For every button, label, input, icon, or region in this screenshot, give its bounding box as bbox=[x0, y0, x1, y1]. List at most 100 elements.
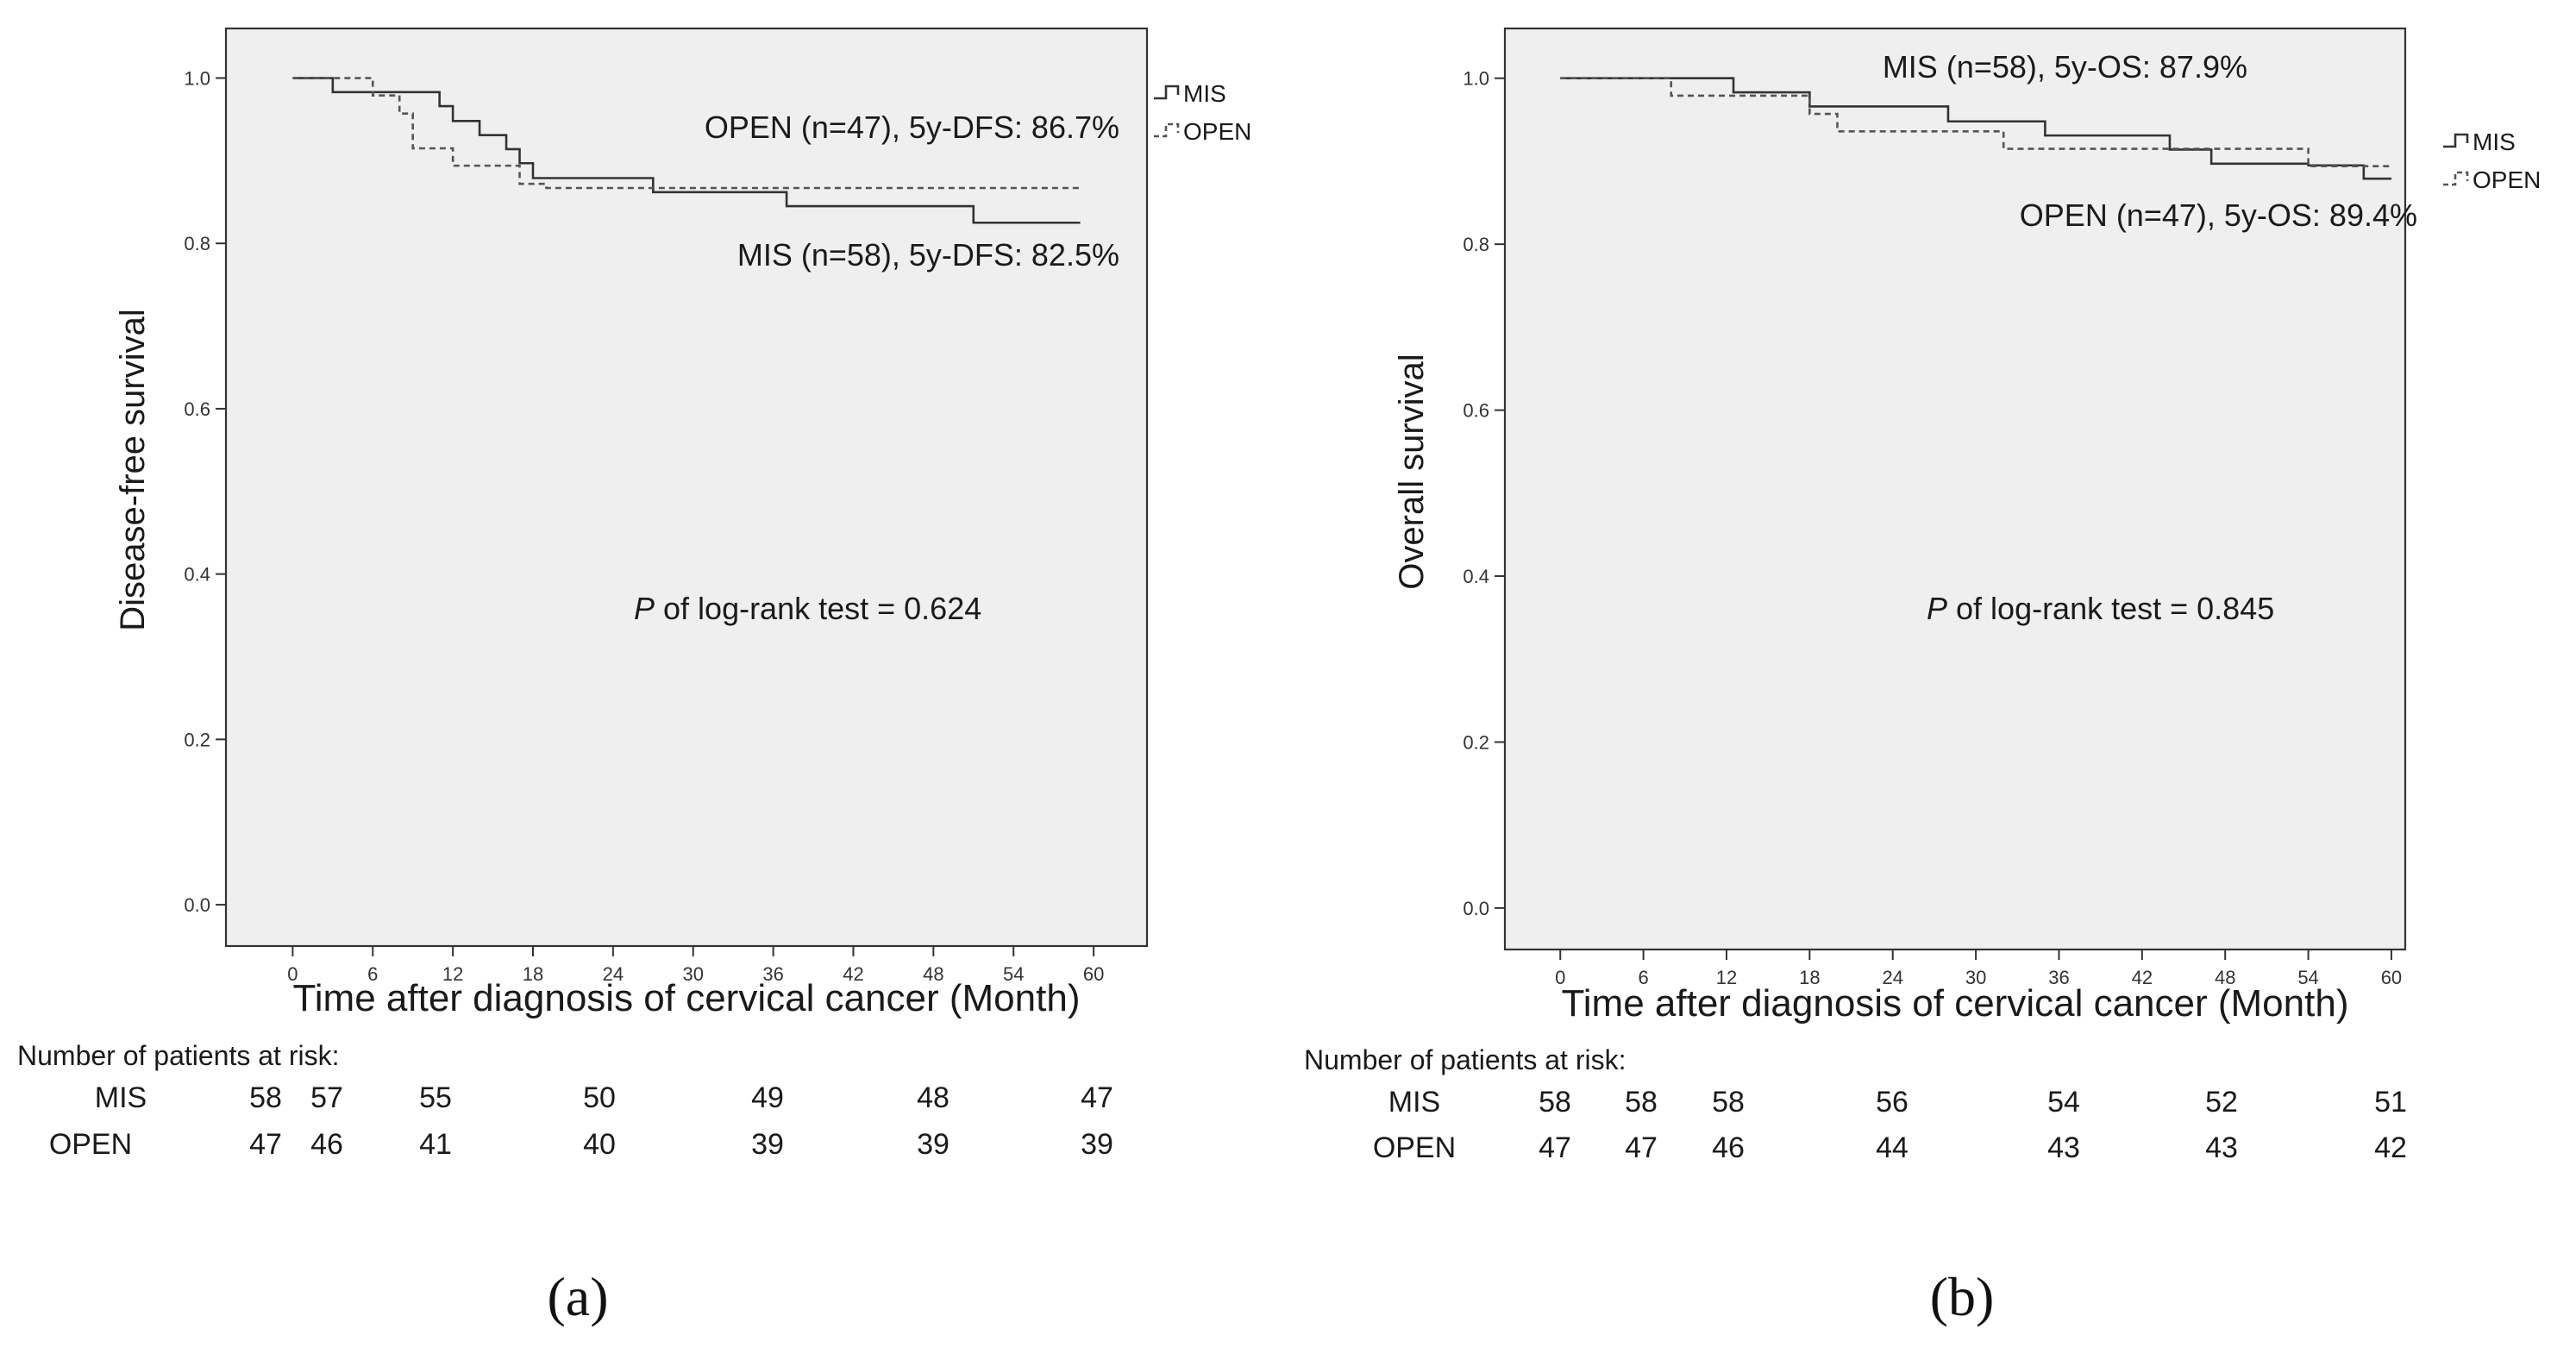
x-tick-label: 6 bbox=[367, 963, 378, 985]
x-tick-label: 36 bbox=[2048, 967, 2069, 988]
x-tick-label: 36 bbox=[762, 963, 783, 985]
risk-cell: 47 bbox=[1625, 1131, 1658, 1164]
x-tick-label: 60 bbox=[1083, 963, 1104, 985]
y-tick-label: 0.0 bbox=[1463, 898, 1489, 919]
risk-cell: 58 bbox=[1625, 1086, 1658, 1119]
risk-cell: 39 bbox=[751, 1128, 784, 1161]
annotation-mis: MIS (n=58), 5y-DFS: 82.5% bbox=[737, 237, 1119, 273]
legend-label-open: OPEN bbox=[1183, 118, 1251, 145]
x-tick-label: 54 bbox=[2297, 967, 2318, 988]
risk-cell: 39 bbox=[917, 1128, 950, 1161]
y-tick-label: 0.2 bbox=[1463, 731, 1489, 753]
p-rest: of log-rank test = 0.845 bbox=[1947, 591, 2274, 626]
risk-cell: 54 bbox=[2047, 1086, 2080, 1119]
risk-cell: 42 bbox=[2374, 1131, 2407, 1164]
y-tick-label: 0.6 bbox=[184, 398, 210, 420]
chart-panel-a: 0.0 0.2 0.4 0.6 0.8 1.0 0 6 12 18 24 30 36 42 48 54 60 Di… bbox=[17, 27, 1251, 1327]
x-tick-label: 18 bbox=[523, 963, 543, 985]
risk-cell: 50 bbox=[583, 1081, 616, 1114]
plot-area bbox=[1503, 27, 2407, 951]
panel-label: (b) bbox=[1930, 1266, 1995, 1327]
x-tick-label: 18 bbox=[1799, 967, 1820, 988]
y-tick-label: 0.4 bbox=[184, 564, 210, 586]
annotation-p-value: P of log-rank test = 0.624 bbox=[634, 591, 981, 626]
km-curve-open bbox=[292, 77, 1081, 190]
x-tick-label: 48 bbox=[923, 963, 943, 985]
legend-label-mis: MIS bbox=[2473, 128, 2516, 155]
x-tick-label: 54 bbox=[1003, 963, 1024, 985]
risk-cell: 47 bbox=[249, 1128, 282, 1161]
risk-cell: 58 bbox=[1712, 1086, 1745, 1119]
annotation-p-value: P of log-rank test = 0.845 bbox=[1927, 591, 2274, 626]
x-tick-label: 42 bbox=[2132, 967, 2153, 988]
risk-row-label: OPEN bbox=[1373, 1131, 1456, 1164]
risk-cell: 58 bbox=[1539, 1086, 1571, 1119]
y-tick-label: 0.8 bbox=[184, 233, 210, 254]
x-tick-label: 24 bbox=[1882, 967, 1902, 988]
x-tick-label: 12 bbox=[1716, 967, 1737, 988]
risk-cell: 40 bbox=[583, 1128, 616, 1161]
risk-cell: 47 bbox=[1081, 1081, 1113, 1114]
legend-swatch-mis bbox=[2443, 133, 2469, 148]
risk-row-label: OPEN bbox=[49, 1128, 132, 1161]
risk-row-label: MIS bbox=[95, 1081, 147, 1114]
risk-cell: 58 bbox=[249, 1081, 282, 1114]
risk-table-title: Number of patients at risk: bbox=[1304, 1044, 1626, 1075]
risk-table-title: Number of patients at risk: bbox=[17, 1040, 339, 1071]
panel-label: (a) bbox=[547, 1266, 608, 1327]
risk-cell: 57 bbox=[310, 1081, 343, 1114]
x-axis-label: Time after diagnosis of cervical cancer … bbox=[293, 977, 1081, 1019]
risk-cell: 41 bbox=[419, 1128, 452, 1161]
km-curve-mis bbox=[1560, 77, 2391, 180]
plot-area bbox=[224, 27, 1149, 948]
risk-cell: 43 bbox=[2047, 1131, 2080, 1164]
x-tick-label: 48 bbox=[2215, 967, 2235, 988]
x-tick-label: 42 bbox=[843, 963, 863, 985]
y-tick-label: 0.8 bbox=[1463, 234, 1489, 255]
x-tick-label: 60 bbox=[2381, 967, 2402, 988]
x-tick-label: 24 bbox=[603, 963, 624, 985]
risk-cell: 43 bbox=[2205, 1131, 2238, 1164]
x-tick-label: 30 bbox=[1965, 967, 1986, 988]
risk-cell: 48 bbox=[917, 1081, 950, 1114]
annotation-mis: MIS (n=58), 5y-OS: 87.9% bbox=[1883, 49, 2247, 85]
risk-cell: 52 bbox=[2205, 1086, 2238, 1119]
legend-label-mis: MIS bbox=[1183, 80, 1226, 107]
legend-swatch-open bbox=[1154, 122, 1180, 138]
risk-cell: 39 bbox=[1081, 1128, 1113, 1161]
y-tick-label: 0.2 bbox=[184, 729, 210, 750]
annotation-open: OPEN (n=47), 5y-DFS: 86.7% bbox=[705, 110, 1119, 145]
risk-cell: 51 bbox=[2374, 1086, 2407, 1119]
risk-cell: 49 bbox=[751, 1081, 784, 1114]
y-axis-label: Disease-free survival bbox=[114, 309, 152, 630]
risk-cell: 55 bbox=[419, 1081, 452, 1114]
y-tick-label: 1.0 bbox=[1463, 68, 1489, 90]
km-curve-mis bbox=[292, 77, 1081, 224]
annotation-open: OPEN (n=47), 5y-OS: 89.4% bbox=[2020, 197, 2417, 233]
risk-cell: 46 bbox=[1712, 1131, 1745, 1164]
y-tick-label: 0.4 bbox=[1463, 566, 1489, 587]
legend-swatch-open bbox=[2443, 171, 2469, 186]
risk-cell: 47 bbox=[1539, 1131, 1571, 1164]
km-curve-open bbox=[1560, 77, 2391, 168]
p-rest: of log-rank test = 0.624 bbox=[655, 591, 981, 626]
y-tick-label: 1.0 bbox=[184, 68, 210, 90]
risk-row-label: MIS bbox=[1388, 1086, 1440, 1119]
p-italic: P bbox=[634, 591, 655, 626]
x-tick-label: 6 bbox=[1638, 967, 1648, 988]
x-axis-label: Time after diagnosis of cervical cancer … bbox=[1562, 982, 2349, 1025]
legend-label-open: OPEN bbox=[2473, 166, 2541, 193]
x-tick-label: 0 bbox=[1555, 967, 1565, 988]
legend-swatch-mis bbox=[1154, 85, 1180, 100]
y-tick-label: 0.0 bbox=[184, 894, 210, 916]
y-tick-label: 0.6 bbox=[1463, 400, 1489, 422]
p-italic: P bbox=[1927, 591, 1947, 626]
chart-panel-b: 0.0 0.2 0.4 0.6 0.8 1.0 0 6 12 18 24 30 36 42 48 54 60 Ov… bbox=[1304, 27, 2541, 1327]
y-axis-label: Overall survival bbox=[1393, 354, 1431, 589]
risk-cell: 46 bbox=[310, 1128, 343, 1161]
x-tick-label: 0 bbox=[287, 963, 298, 985]
risk-cell: 44 bbox=[1876, 1131, 1908, 1164]
risk-cell: 56 bbox=[1876, 1086, 1908, 1119]
x-tick-label: 12 bbox=[442, 963, 463, 985]
